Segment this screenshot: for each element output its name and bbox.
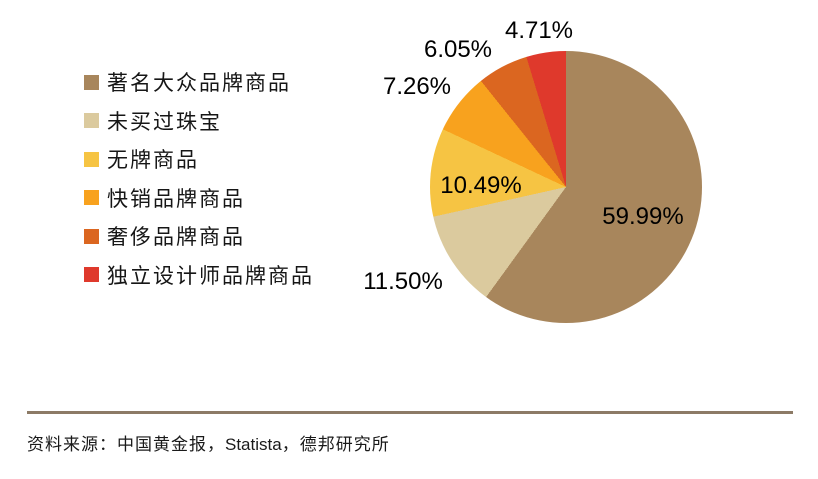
source-prefix: 资料来源：中国黄金报， (27, 435, 225, 454)
legend-label: 著名大众品牌商品 (107, 71, 291, 96)
legend-item: 未买过珠宝 (84, 102, 314, 141)
pie-data-label: 11.50% (363, 268, 443, 295)
legend-item: 快销品牌商品 (84, 179, 314, 218)
legend-item: 无牌商品 (84, 140, 314, 179)
pie-data-label: 7.26% (382, 73, 452, 100)
legend-swatch-icon (84, 190, 99, 206)
legend-swatch-icon (84, 228, 99, 244)
legend-label: 未买过珠宝 (107, 109, 222, 134)
source-suffix: ，德邦研究所 (281, 435, 390, 454)
pie-chart (430, 51, 702, 323)
divider-line (27, 411, 793, 414)
legend-swatch-icon (84, 113, 99, 129)
legend-item: 著名大众品牌商品 (84, 63, 314, 102)
legend-label: 无牌商品 (107, 148, 199, 173)
legend-swatch-icon (84, 151, 99, 167)
source-brand: Statista (225, 435, 282, 454)
legend-label: 独立设计师品牌商品 (107, 263, 314, 288)
pie-data-label: 6.05% (423, 36, 493, 63)
legend-swatch-icon (84, 267, 99, 283)
legend-label: 奢侈品牌商品 (107, 225, 245, 250)
legend-swatch-icon (84, 74, 99, 90)
pie-data-label: 4.71% (504, 17, 574, 44)
legend-item: 奢侈品牌商品 (84, 217, 314, 256)
legend-item: 独立设计师品牌商品 (84, 256, 314, 295)
source-note: 资料来源：中国黄金报，Statista，德邦研究所 (27, 430, 390, 455)
legend-label: 快销品牌商品 (107, 186, 245, 211)
chart-legend: 著名大众品牌商品 未买过珠宝无牌商品快销品牌商品 奢侈品牌商品独立设计师品牌商品 (84, 63, 314, 294)
